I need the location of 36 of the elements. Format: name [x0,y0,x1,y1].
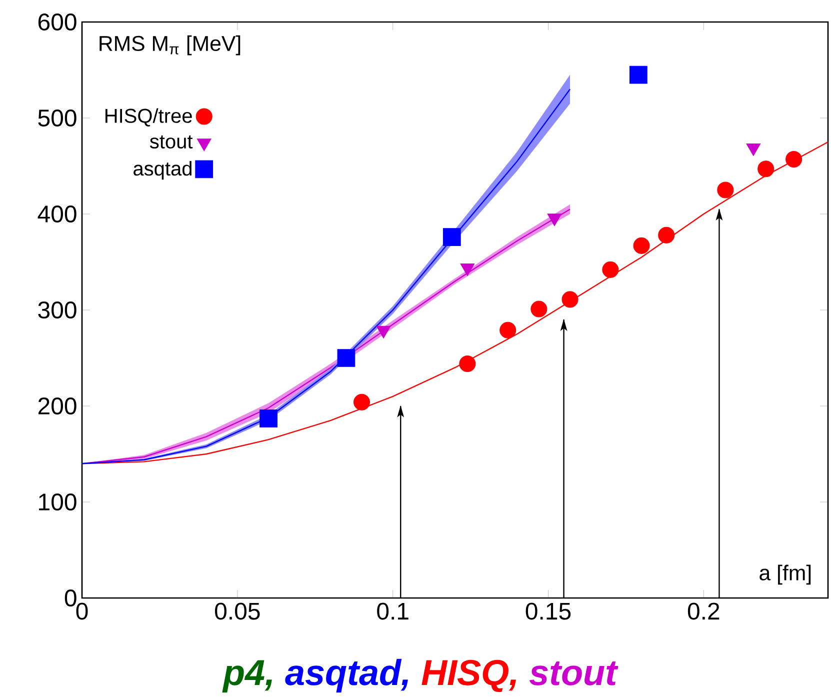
point [658,226,675,244]
y-tick-label: 500 [38,109,76,126]
y-tick-label: 400 [38,205,76,222]
y-tick-label: 200 [38,397,76,414]
y-axis-title: RMS M$_{π}$ [MeV] [100,35,240,56]
legend-label: stout [150,135,193,149]
y-tick-label: 300 [38,301,76,318]
point [260,410,278,428]
x-tick-label: 0 [76,602,88,620]
legend-label: asqtad [134,161,192,180]
legend-label: HISQ/tree [105,108,192,127]
text: p4, [222,660,272,692]
point [629,66,648,84]
x-tick-label: 0.15 [526,602,571,620]
y-tick-label: 100 [39,493,76,510]
point [500,322,516,338]
point [786,151,802,168]
y-tick-label: 600 [38,13,76,30]
x-tick-label: 0.2 [688,602,720,620]
point [562,291,578,308]
text: asqtad, [285,658,408,692]
point [530,300,548,318]
x-tick-label: 0.1 [377,602,408,620]
point [633,237,650,254]
point [337,349,356,367]
text: HISQ, [422,660,516,692]
point [459,355,476,372]
point [758,160,774,178]
text: stout [529,662,618,686]
point [602,261,619,278]
x-tick-label: 0.05 [215,602,260,620]
point [717,182,734,198]
x-axis-title: a [fm] [760,564,811,585]
point [442,228,461,246]
point [353,394,370,410]
y-tick-label: 0 [64,589,76,606]
